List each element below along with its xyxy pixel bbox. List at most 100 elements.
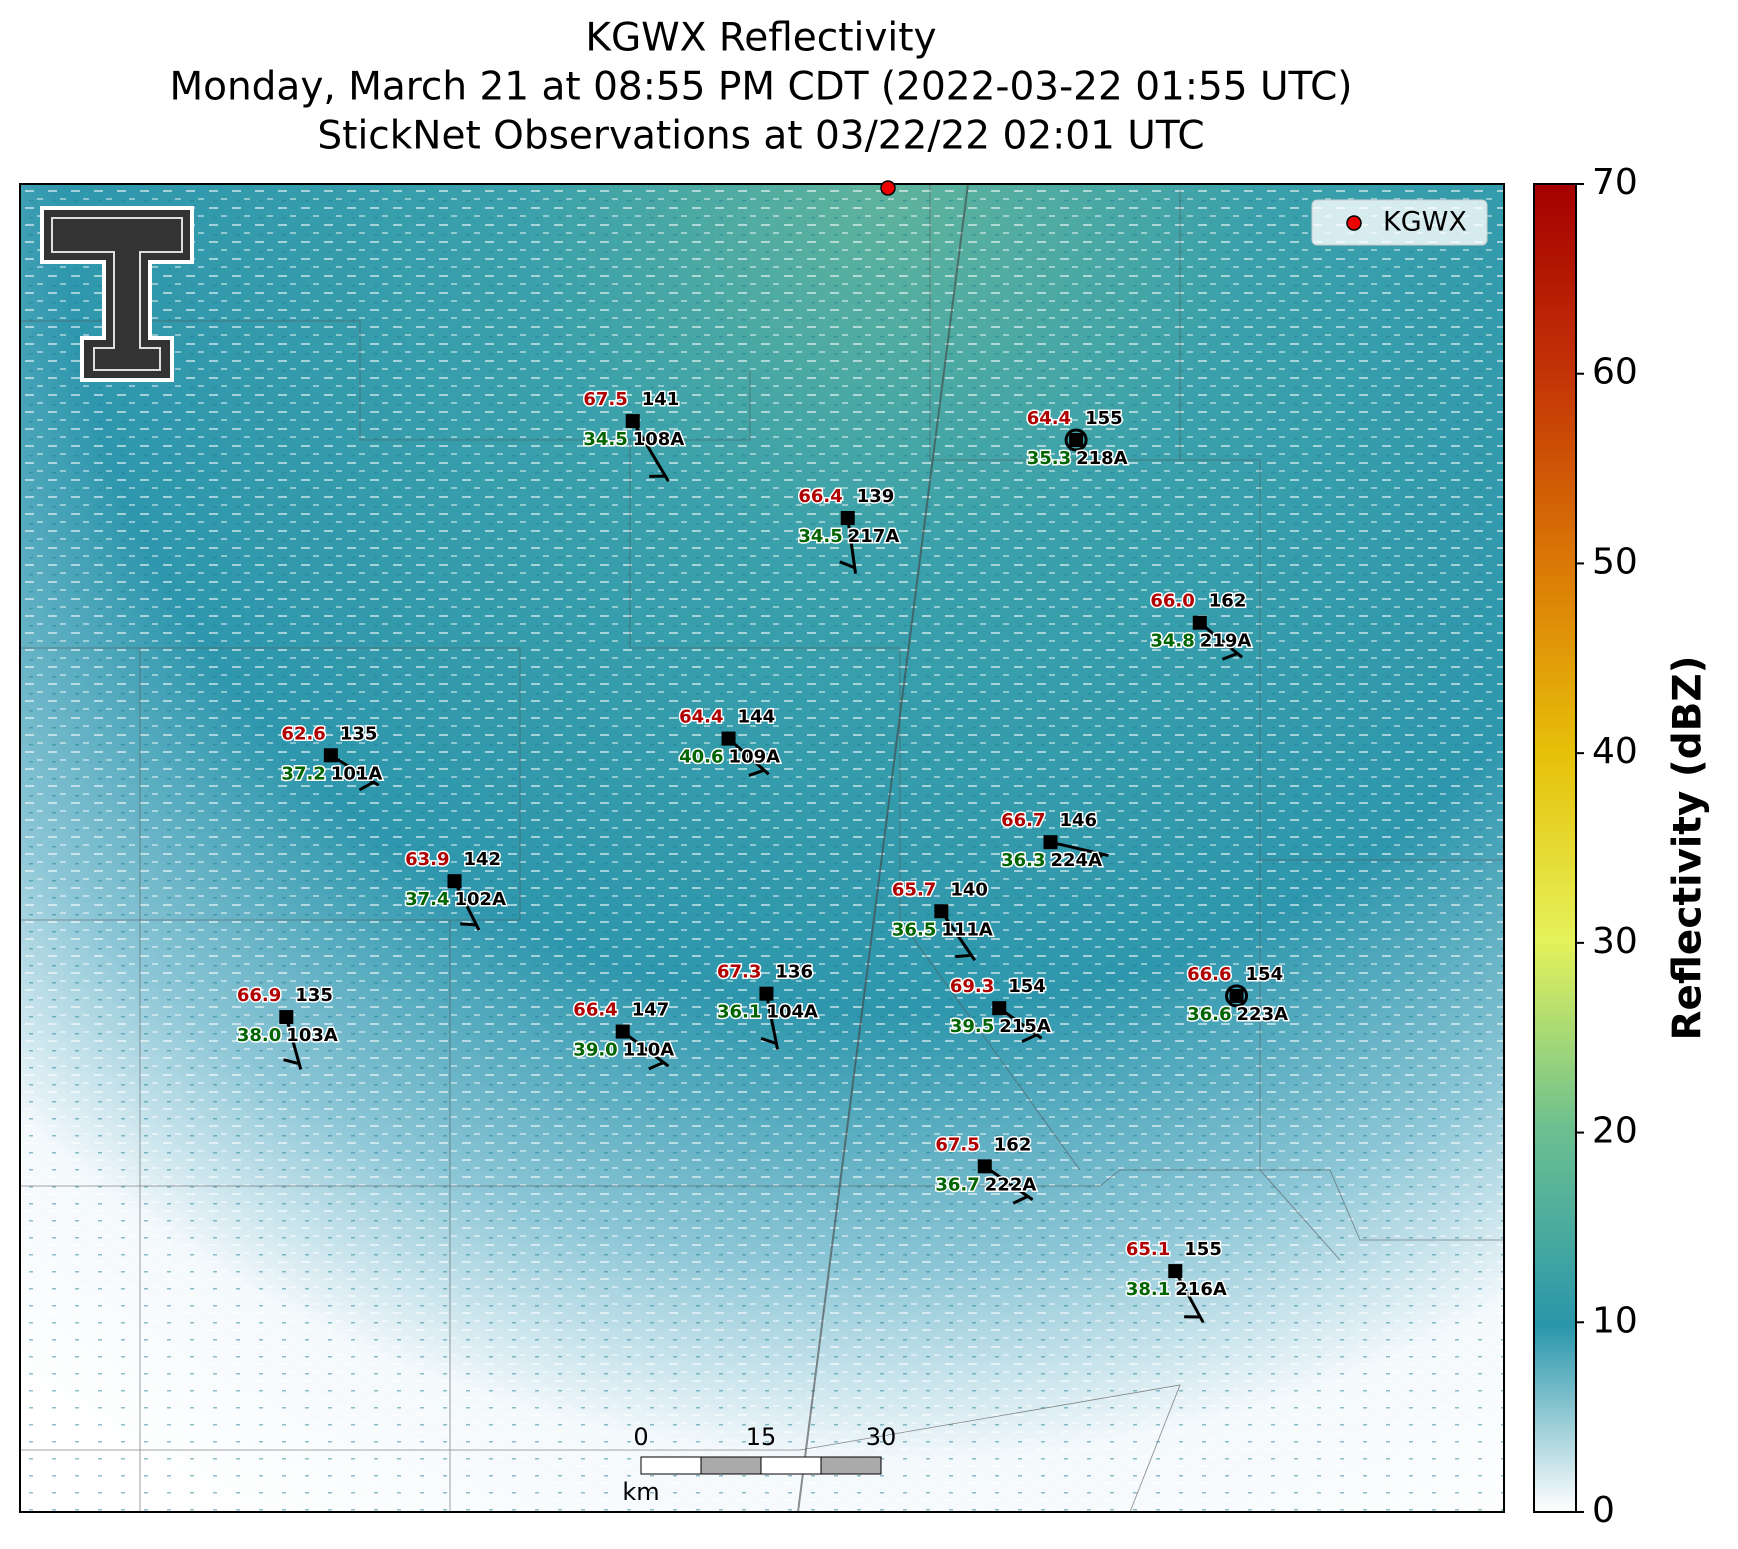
- station: 66.4 147 39.0 110A: [572, 998, 676, 1071]
- station-id: 217A: [848, 526, 900, 547]
- station-id: 104A: [766, 1002, 818, 1023]
- dewpoint: 36.7: [935, 1174, 979, 1195]
- station: 64.4 155 35.3 218A: [1025, 407, 1129, 471]
- station: 63.9 142 37.4 102A: [404, 848, 508, 931]
- dewpoint: 34.5: [583, 429, 627, 450]
- station-marker: [1192, 615, 1207, 630]
- pressure: 144: [738, 707, 776, 728]
- calm-circle: [1064, 428, 1088, 452]
- station-id: 224A: [1051, 850, 1103, 871]
- wind-barb: [1198, 621, 1244, 659]
- station-id: 223A: [1237, 1004, 1289, 1025]
- legend-marker: [1346, 215, 1362, 231]
- temperature: 66.7: [1001, 810, 1045, 831]
- station-id: 215A: [999, 1016, 1051, 1037]
- scale-label: 30: [866, 1423, 897, 1451]
- title: Monday, March 21 at 08:55 PM CDT (2022-0…: [169, 65, 1352, 110]
- scale-label: 0: [633, 1423, 648, 1451]
- reflectivity-texture: [20, 184, 1504, 1512]
- colorbar-tick-label: 40: [1592, 731, 1638, 772]
- radar-site: [880, 180, 896, 196]
- temperature: 67.5: [935, 1134, 979, 1155]
- logo: [40, 206, 194, 382]
- wind-barb: [998, 1006, 1043, 1040]
- temperature: 63.9: [405, 849, 449, 870]
- station-marker: [447, 874, 462, 889]
- station: 65.7 140 36.5 111A: [890, 878, 994, 962]
- wind-barb-flag: [460, 922, 477, 927]
- temperature: 65.1: [1126, 1239, 1170, 1260]
- wind-barb: [764, 993, 780, 1050]
- colorbar-tick-label: 10: [1592, 1300, 1638, 1341]
- station: 66.7 146 36.3 224A: [1000, 809, 1109, 873]
- station-id: 103A: [286, 1025, 338, 1046]
- station-marker: [1043, 835, 1058, 850]
- wind-barb-flag: [760, 1036, 777, 1045]
- station-marker: [1229, 988, 1244, 1003]
- wind-barb: [284, 1016, 303, 1070]
- wind-barb-flag: [748, 768, 765, 777]
- colorbar-tick-label: 50: [1592, 541, 1638, 582]
- station-id: 101A: [331, 763, 383, 784]
- colorbar-label: Reflectivity (dBZ): [1666, 656, 1711, 1041]
- wind-barb: [983, 1165, 1034, 1202]
- dewpoint: 37.2: [281, 763, 325, 784]
- temperature: 66.0: [1150, 591, 1194, 612]
- pressure: 135: [340, 723, 378, 744]
- station-marker: [625, 414, 640, 429]
- pressure: 142: [464, 849, 502, 870]
- wind-barb-flag: [358, 780, 375, 792]
- station-marker: [279, 1010, 294, 1025]
- scale-segment: [820, 1456, 882, 1475]
- radar-map: [20, 184, 1504, 1512]
- temperature: 67.5: [583, 389, 627, 410]
- station-id: 108A: [633, 429, 685, 450]
- pressure: 155: [1184, 1239, 1222, 1260]
- dewpoint: 37.4: [405, 889, 449, 910]
- dewpoint: 36.5: [892, 919, 936, 940]
- wind-barb-flag: [955, 953, 972, 959]
- title: KGWX Reflectivity: [585, 16, 936, 61]
- station: 62.6 135 37.2 101A: [280, 722, 384, 792]
- dewpoint: 39.0: [573, 1040, 617, 1061]
- dewpoint: 36.6: [1187, 1004, 1231, 1025]
- scale-label: 15: [746, 1423, 777, 1451]
- station-marker: [721, 731, 736, 746]
- station: 66.6 154 36.6 223A: [1186, 962, 1290, 1026]
- wind-barb: [846, 517, 858, 574]
- temperature: 65.7: [892, 879, 936, 900]
- scale-segment: [760, 1456, 822, 1475]
- dewpoint: 36.3: [1001, 850, 1045, 871]
- dewpoint: 34.8: [1150, 631, 1194, 652]
- legend-box: [1311, 199, 1488, 246]
- station-marker: [323, 748, 338, 763]
- dewpoint: 39.5: [950, 1016, 994, 1037]
- pressure: 147: [632, 1000, 670, 1021]
- scale-segment: [700, 1456, 762, 1475]
- colorbar-tick-label: 70: [1592, 162, 1638, 203]
- dewpoint: 36.1: [717, 1002, 761, 1023]
- wind-barb-flag: [1021, 1033, 1038, 1043]
- scale-segment: [640, 1456, 702, 1475]
- title: StickNet Observations at 03/22/22 02:01 …: [317, 114, 1204, 159]
- station: 67.3 136 36.1 104A: [716, 960, 820, 1050]
- wind-barb-flag: [1090, 853, 1104, 868]
- dewpoint: 40.6: [679, 747, 723, 768]
- station-id: 109A: [729, 747, 781, 768]
- pressure: 135: [295, 985, 333, 1006]
- colorbar-tick-label: 60: [1592, 352, 1638, 393]
- station-id: 216A: [1175, 1279, 1227, 1300]
- wind-barb: [621, 1030, 670, 1068]
- temperature: 66.9: [237, 985, 281, 1006]
- pressure: 146: [1060, 810, 1098, 831]
- wind-barb: [1173, 1270, 1205, 1324]
- station-marker: [1168, 1264, 1183, 1279]
- station-id: 218A: [1076, 448, 1128, 469]
- station-id: 222A: [985, 1174, 1037, 1195]
- temperature: 66.4: [573, 1000, 617, 1021]
- legend: KGWX: [1311, 199, 1488, 246]
- station-marker: [934, 904, 949, 919]
- wind-barb-flag: [1221, 652, 1238, 661]
- station: 69.3 154 39.5 215A: [948, 975, 1052, 1043]
